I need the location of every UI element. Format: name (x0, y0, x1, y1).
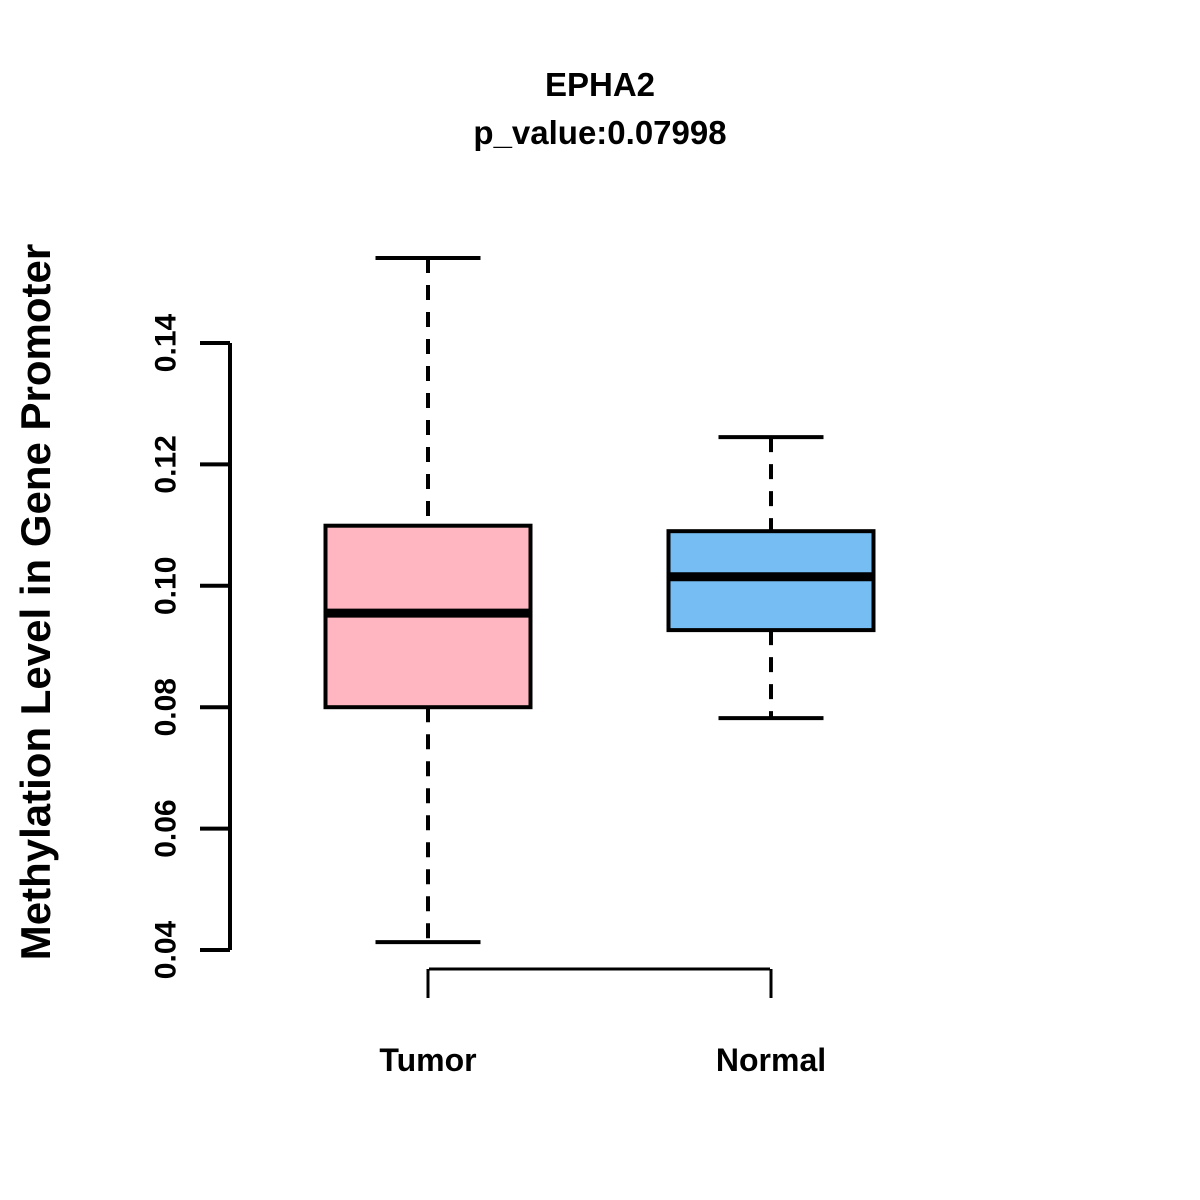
y-axis-title: Methylation Level in Gene Promoter (12, 243, 59, 961)
y-axis-tick-label: 0.12 (150, 435, 183, 493)
y-axis-tick-label: 0.10 (150, 557, 183, 615)
y-axis-tick-label: 0.14 (150, 313, 183, 372)
x-axis-label-normal: Normal (716, 1042, 826, 1078)
x-axis-label-tumor: Tumor (379, 1042, 476, 1078)
y-axis-tick-label: 0.04 (150, 920, 183, 979)
title-block: EPHA2 p_value:0.07998 (230, 68, 970, 149)
y-axis-tick-label: 0.06 (150, 799, 183, 857)
chart-subtitle: p_value:0.07998 (473, 114, 727, 151)
chart-title: EPHA2 (544, 66, 656, 103)
y-axis-tick-label: 0.08 (150, 678, 183, 736)
